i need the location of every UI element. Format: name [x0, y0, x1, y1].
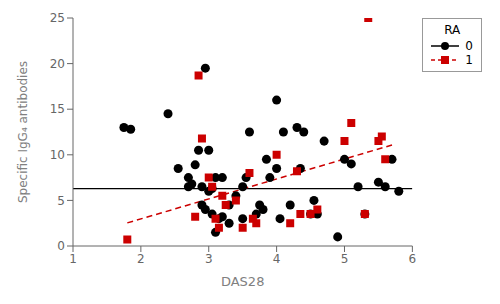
svg-text:5: 5: [341, 252, 349, 266]
svg-text:25: 25: [50, 11, 65, 25]
html-text:RA: RA: [444, 23, 461, 37]
svg-text:4: 4: [273, 252, 281, 266]
svg-text:10: 10: [50, 148, 65, 162]
svg-text:2: 2: [137, 252, 145, 266]
svg-text:6: 6: [409, 252, 417, 266]
svg-text:1: 1: [69, 252, 77, 266]
svg-text:20: 20: [50, 57, 65, 71]
svg-text:DAS28: DAS28: [221, 274, 264, 289]
svg-text:3: 3: [205, 252, 213, 266]
html-text:0: 0: [465, 39, 473, 53]
html-text:1: 1: [465, 53, 473, 67]
svg-text:Specific IgG₄ antibodies: Specific IgG₄ antibodies: [16, 61, 30, 203]
svg-text:0: 0: [57, 239, 65, 253]
svg-text:5: 5: [57, 194, 65, 208]
svg-text:15: 15: [50, 102, 65, 116]
